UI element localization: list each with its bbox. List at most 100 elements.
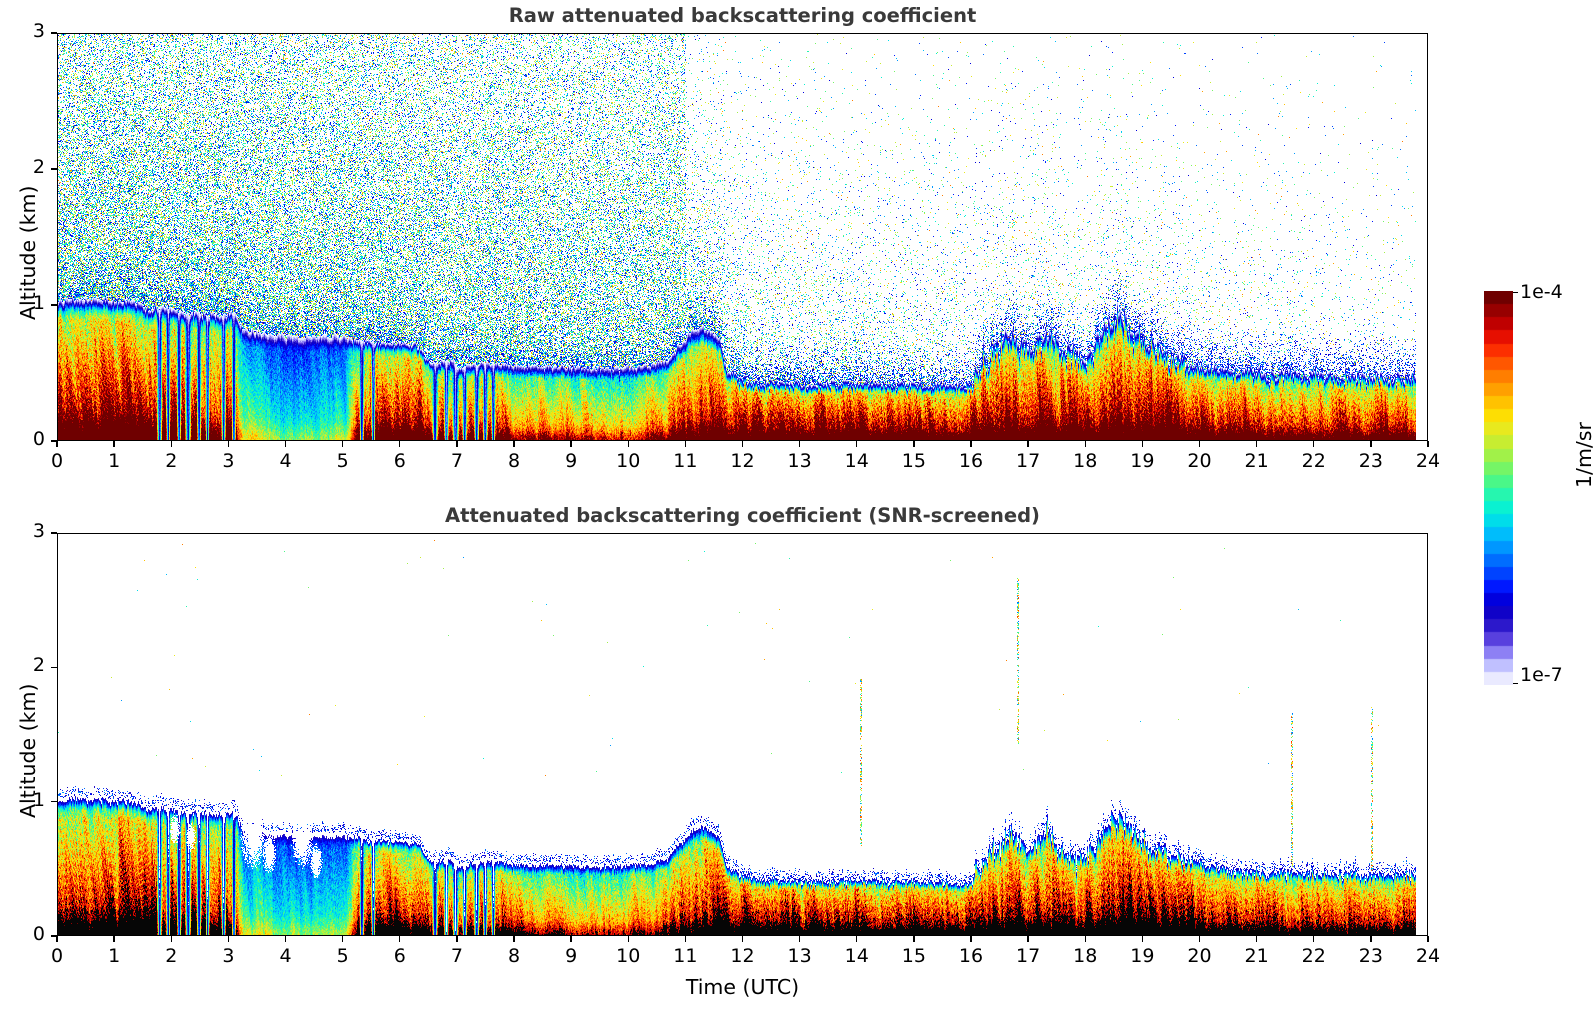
x-tick-9 <box>570 441 572 447</box>
x-tick-8 <box>513 936 515 942</box>
x-axis-label: Time (UTC) <box>685 975 800 999</box>
x-tick-label-10: 10 <box>616 945 641 967</box>
heatmap-panel-screened[interactable] <box>57 533 1428 936</box>
colorbar-axis-label: 1/m/sr <box>1572 422 1595 488</box>
x-tick-1 <box>113 441 115 447</box>
x-tick-10 <box>627 441 629 447</box>
x-tick-label-14: 14 <box>844 945 869 967</box>
x-tick-22 <box>1313 936 1315 942</box>
x-tick-21 <box>1255 936 1258 942</box>
x-tick-label-0: 0 <box>50 945 64 967</box>
x-tick-label-10: 10 <box>616 450 641 472</box>
x-tick-label-7: 7 <box>450 945 463 967</box>
x-tick-label-16: 16 <box>958 945 984 967</box>
y-tick-3 <box>51 32 57 34</box>
x-tick-13 <box>798 936 801 942</box>
y-tick-1 <box>51 801 57 803</box>
x-tick-0 <box>56 936 58 942</box>
x-tick-19 <box>1141 441 1144 447</box>
x-tick-5 <box>341 441 344 447</box>
x-tick-18 <box>1084 936 1086 942</box>
x-tick-label-2: 2 <box>165 945 178 967</box>
x-tick-label-1: 1 <box>108 945 121 967</box>
x-tick-24 <box>1427 936 1429 942</box>
x-tick-label-21: 21 <box>1244 945 1269 967</box>
colorbar-tick-min <box>1513 683 1518 685</box>
x-tick-label-13: 13 <box>787 945 812 967</box>
x-tick-17 <box>1027 441 1029 447</box>
x-tick-4 <box>284 441 287 447</box>
x-tick-14 <box>856 936 858 942</box>
x-tick-21 <box>1255 441 1258 447</box>
x-tick-label-24: 24 <box>1415 945 1441 967</box>
x-tick-label-0: 0 <box>50 450 64 472</box>
x-tick-5 <box>341 936 344 942</box>
x-tick-24 <box>1427 441 1429 447</box>
x-tick-label-15: 15 <box>901 450 926 472</box>
x-tick-14 <box>856 441 858 447</box>
x-tick-label-7: 7 <box>450 450 463 472</box>
x-tick-12 <box>741 441 744 447</box>
x-tick-label-5: 5 <box>336 945 349 967</box>
x-tick-4 <box>284 936 287 942</box>
x-tick-label-23: 23 <box>1358 945 1383 967</box>
x-tick-label-5: 5 <box>336 450 349 472</box>
x-tick-23 <box>1370 441 1372 447</box>
panel-title-raw: Raw attenuated backscattering coefficien… <box>508 4 977 27</box>
x-tick-label-9: 9 <box>565 450 578 472</box>
x-tick-label-8: 8 <box>507 450 521 472</box>
x-tick-3 <box>227 936 230 942</box>
x-tick-16 <box>970 936 972 942</box>
y-tick-2 <box>51 168 57 170</box>
x-tick-label-23: 23 <box>1358 450 1383 472</box>
x-tick-label-19: 19 <box>1130 450 1155 472</box>
x-tick-label-22: 22 <box>1301 945 1326 967</box>
x-tick-9 <box>570 936 572 942</box>
x-tick-label-2: 2 <box>165 450 178 472</box>
x-tick-7 <box>456 936 458 942</box>
x-tick-8 <box>513 441 515 447</box>
x-tick-label-11: 11 <box>673 450 698 472</box>
x-tick-12 <box>741 936 744 942</box>
y-tick-label-1: 1 <box>32 292 45 314</box>
y-tick-label-2: 2 <box>32 156 45 178</box>
x-tick-0 <box>56 441 58 447</box>
x-tick-label-21: 21 <box>1244 450 1269 472</box>
x-tick-label-4: 4 <box>279 945 292 967</box>
y-tick-0 <box>51 440 57 442</box>
y-tick-1 <box>51 304 57 306</box>
y-tick-label-0: 0 <box>32 428 45 450</box>
x-tick-6 <box>399 936 401 942</box>
x-tick-15 <box>913 936 915 942</box>
x-tick-label-20: 20 <box>1187 945 1212 967</box>
x-tick-label-3: 3 <box>222 450 235 472</box>
x-tick-20 <box>1198 936 1201 942</box>
x-tick-2 <box>170 441 172 447</box>
x-tick-label-8: 8 <box>507 945 521 967</box>
x-tick-11 <box>684 441 687 447</box>
x-tick-label-9: 9 <box>565 945 578 967</box>
x-tick-label-3: 3 <box>222 945 235 967</box>
x-tick-17 <box>1027 936 1029 942</box>
panel-title-screened: Attenuated backscattering coefficient (S… <box>445 504 1040 527</box>
colorbar-max-label: 1e-4 <box>1520 281 1563 303</box>
x-tick-18 <box>1084 441 1086 447</box>
heatmap-panel-raw[interactable] <box>57 33 1428 441</box>
x-tick-label-17: 17 <box>1016 450 1041 472</box>
y-tick-2 <box>51 666 57 668</box>
x-tick-label-6: 6 <box>393 450 406 472</box>
x-tick-1 <box>113 936 115 942</box>
x-tick-20 <box>1198 441 1201 447</box>
colorbar[interactable] <box>1484 291 1513 685</box>
x-tick-2 <box>170 936 172 942</box>
x-tick-label-1: 1 <box>108 450 121 472</box>
y-tick-label-1: 1 <box>32 788 45 811</box>
y-tick-label-0: 0 <box>32 923 45 945</box>
x-tick-15 <box>913 441 915 447</box>
x-tick-label-18: 18 <box>1073 450 1098 472</box>
x-tick-10 <box>627 936 629 942</box>
x-tick-22 <box>1313 441 1315 447</box>
x-tick-label-22: 22 <box>1301 450 1326 472</box>
x-tick-7 <box>456 441 458 447</box>
